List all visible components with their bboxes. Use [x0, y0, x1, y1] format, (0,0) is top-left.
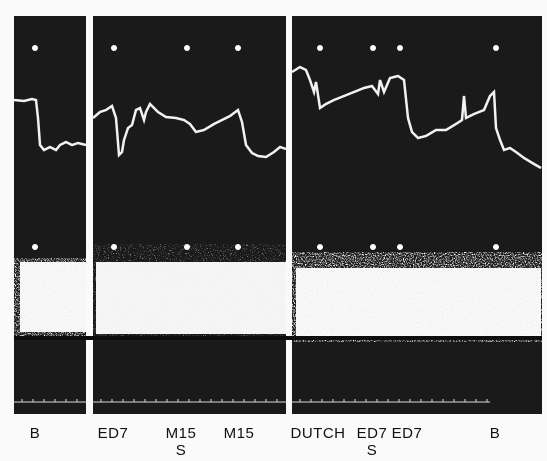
label-ed7-second: ED7	[356, 425, 388, 442]
label-b-right: B	[489, 425, 501, 442]
marker-dots	[32, 45, 499, 250]
label-m15-with-s: M15 S	[158, 425, 204, 459]
label-ed7-first: ED7	[97, 425, 129, 442]
noise-band-right	[292, 252, 542, 342]
label-b-left: B	[29, 425, 41, 442]
time-scale-ticks	[21, 399, 488, 402]
label-m15-first: M15	[165, 425, 197, 442]
label-dutch: DUTCH	[290, 425, 346, 442]
trace-right	[291, 65, 542, 170]
trace-middle	[92, 101, 287, 159]
label-ed7-third: ED7	[391, 425, 423, 442]
record-panel-left	[14, 16, 86, 414]
record-panel-middle	[93, 16, 286, 414]
baseline-band	[14, 336, 542, 340]
label-s-first: S	[175, 442, 187, 459]
label-m15-second: M15	[223, 425, 255, 442]
trace-left	[13, 97, 87, 152]
record-panel-right	[292, 16, 542, 414]
label-ed7-with-s: ED7 S	[352, 425, 392, 459]
label-s-second: S	[366, 442, 378, 459]
noise-band-left	[14, 258, 86, 338]
noise-band-middle	[93, 244, 286, 340]
